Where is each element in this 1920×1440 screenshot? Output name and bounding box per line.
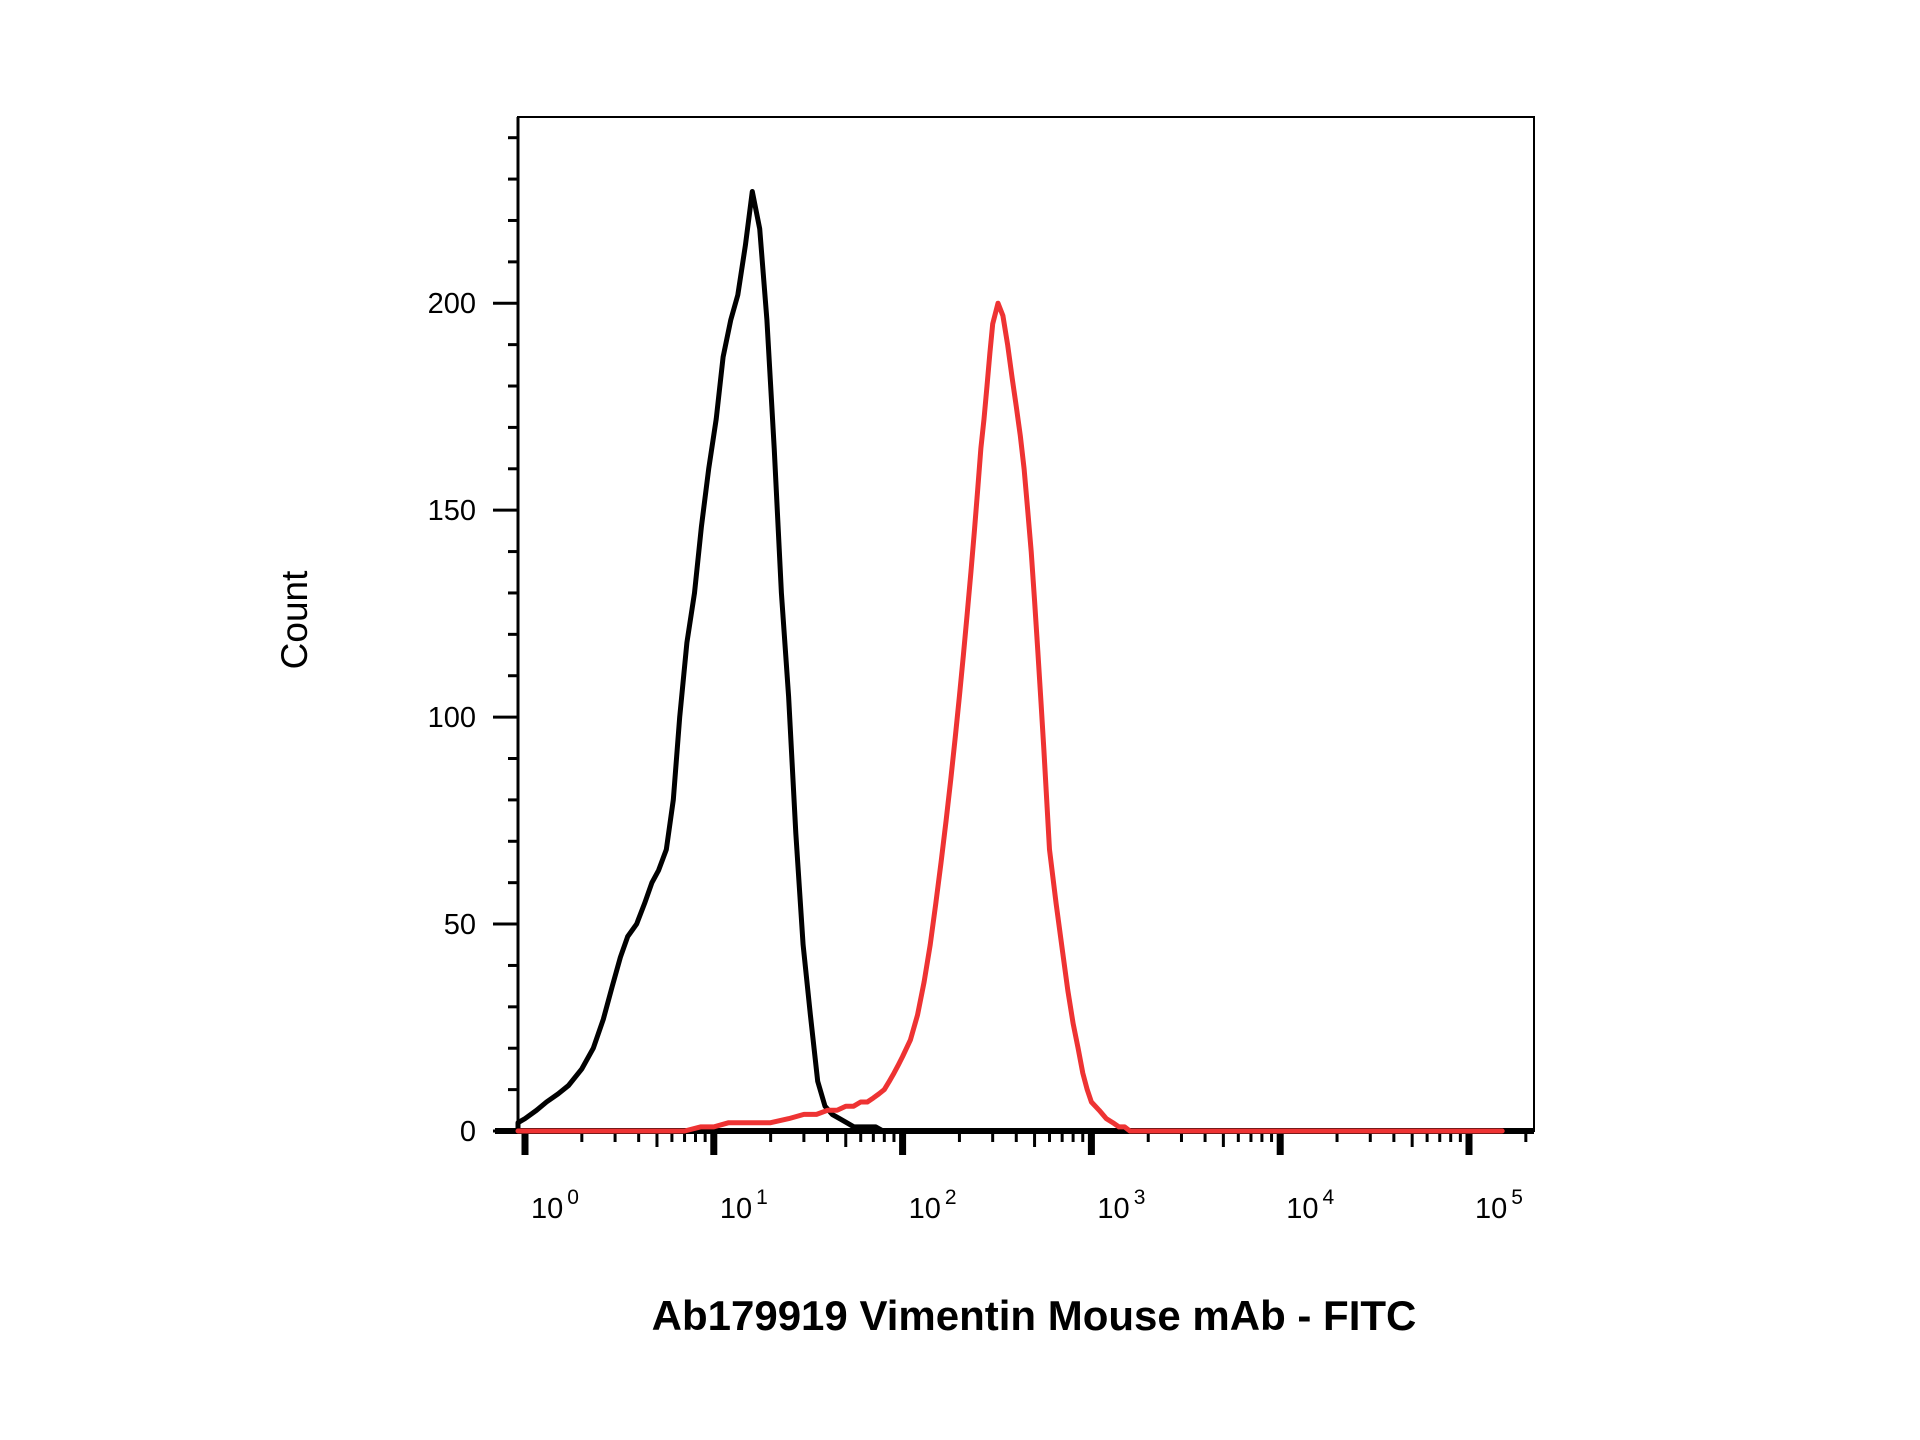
y-tick-label: 0 bbox=[460, 1116, 476, 1148]
y-tick-label: 100 bbox=[428, 702, 476, 734]
histogram-series-1 bbox=[515, 300, 1505, 1134]
x-axis-ticks: 10 0 10 1 10 2 10 3 10 4 10 5 bbox=[521, 1131, 1528, 1225]
series-layer bbox=[515, 189, 1505, 1134]
y-tick-label: 200 bbox=[428, 288, 476, 320]
x-tick-label: 10 0 bbox=[531, 1186, 579, 1225]
x-tick-label: 10 1 bbox=[720, 1186, 768, 1225]
y-tick-label: 150 bbox=[428, 495, 476, 527]
y-axis-ticks: 0 50 100 150 200 bbox=[428, 136, 518, 1148]
x-tick-label: 10 3 bbox=[1097, 1186, 1145, 1225]
histogram-series-0 bbox=[515, 189, 1505, 1134]
x-tick-label: 10 4 bbox=[1286, 1186, 1334, 1225]
x-tick-label: 10 2 bbox=[909, 1186, 957, 1225]
x-tick-label: 10 5 bbox=[1475, 1186, 1523, 1225]
y-tick-label: 50 bbox=[444, 909, 476, 941]
plot-frame bbox=[517, 116, 1535, 1132]
x-axis-label: Ab179919 Vimentin Mouse mAb - FITC bbox=[652, 1292, 1417, 1339]
y-axis-label: Count bbox=[274, 570, 315, 669]
